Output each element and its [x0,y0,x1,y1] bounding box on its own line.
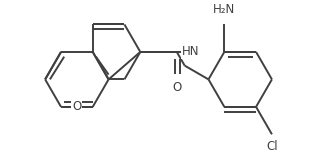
Text: O: O [172,81,181,95]
Text: O: O [72,100,82,113]
Text: Cl: Cl [266,140,278,153]
Text: H₂N: H₂N [213,3,236,17]
Text: HN: HN [182,45,199,58]
